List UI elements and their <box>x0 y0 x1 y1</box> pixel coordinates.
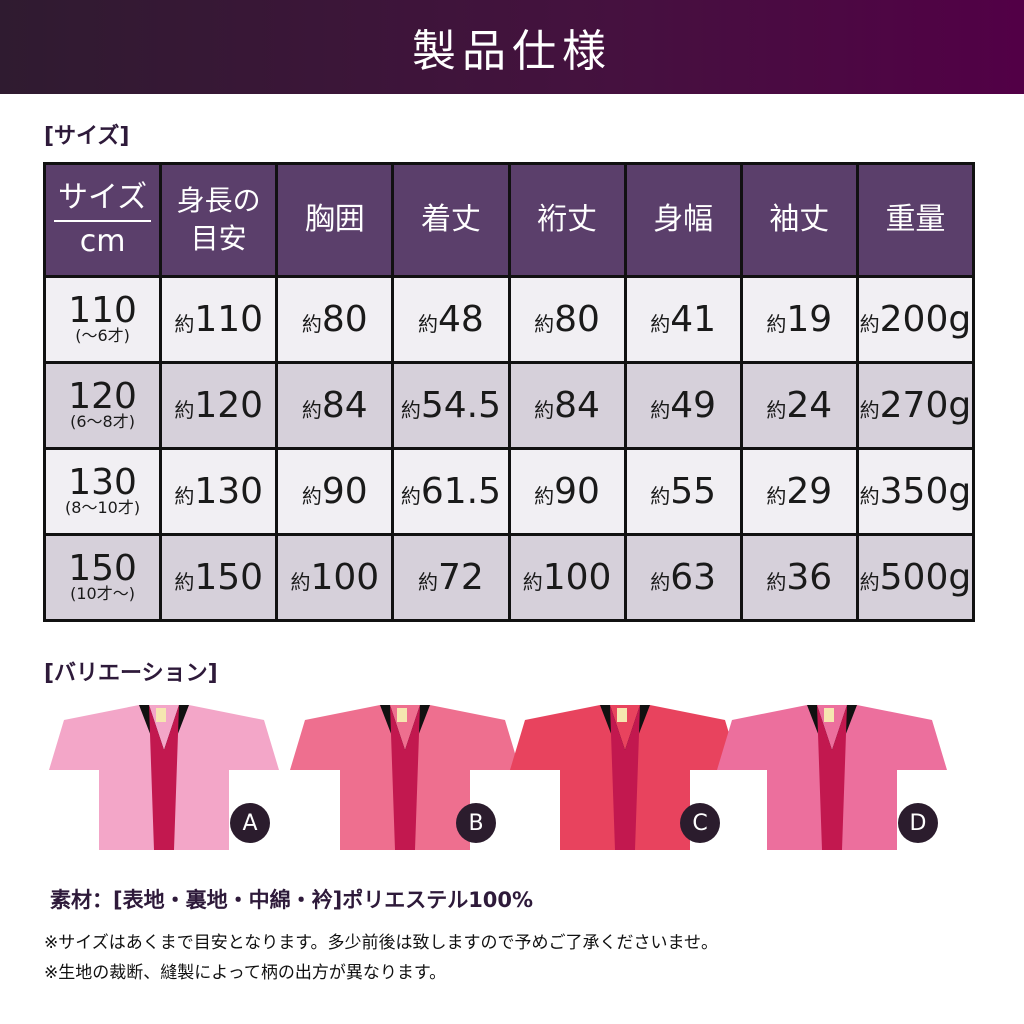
header-length: 着丈 <box>391 162 511 278</box>
header-chest: 胸囲 <box>275 162 395 278</box>
table-row: 150 (10才～) 約150 約100 約72 約100 約63 約36 約500g <box>42 533 976 622</box>
value-cell: 約100 <box>507 533 627 622</box>
note-2: ※生地の裁断、縫製によって柄の出方が異なります。 <box>44 963 447 983</box>
value-cell: 約61.5 <box>391 447 511 536</box>
value-cell: 約110 <box>159 275 279 364</box>
value-cell: 約120 <box>159 361 279 450</box>
header-weight: 重量 <box>855 162 976 278</box>
table-row: 110 (～6才) 約110 約80 約48 約80 約41 約19 約200g <box>42 275 976 364</box>
variation-section-label: [バリエーション] <box>44 661 218 686</box>
value-cell: 約80 <box>275 275 395 364</box>
value-cell: 約29 <box>739 447 859 536</box>
page-title: 製品仕様 <box>412 26 612 77</box>
value-cell: 約130 <box>159 447 279 536</box>
variation-badge-a: A <box>230 803 270 843</box>
value-cell: 約55 <box>623 447 743 536</box>
header-height: 身長の目安 <box>159 162 279 278</box>
value-cell: 約500g <box>855 533 976 622</box>
value-cell: 約270g <box>855 361 976 450</box>
value-cell: 約90 <box>507 447 627 536</box>
value-cell: 約350g <box>855 447 976 536</box>
value-cell: 約100 <box>275 533 395 622</box>
size-cell: 110 (～6才) <box>42 275 163 364</box>
header-yuki: 裄丈 <box>507 162 627 278</box>
material-text: 素材：[表地・裏地・中綿・衿]ポリエステル100% <box>50 888 534 912</box>
size-table: サイズ cm 身長の目安 胸囲 着丈 裄丈 身幅 袖丈 重量 110 (～6才) 約1… <box>42 162 976 622</box>
jacket-image-d <box>712 700 952 860</box>
header-width: 身幅 <box>623 162 743 278</box>
header-size: サイズ cm <box>42 162 163 278</box>
jacket-image-a <box>44 700 284 860</box>
value-cell: 約49 <box>623 361 743 450</box>
size-cell: 120 (6～8才) <box>42 361 163 450</box>
value-cell: 約41 <box>623 275 743 364</box>
variation-badge-b: B <box>456 803 496 843</box>
value-cell: 約48 <box>391 275 511 364</box>
value-cell: 約19 <box>739 275 859 364</box>
size-section-label: [サイズ] <box>44 124 130 149</box>
variation-badge-d: D <box>898 803 938 843</box>
value-cell: 約54.5 <box>391 361 511 450</box>
value-cell: 約72 <box>391 533 511 622</box>
value-cell: 約84 <box>507 361 627 450</box>
note-1: ※サイズはあくまで目安となります。多少前後は致しますので予めご了承くださいませ。 <box>44 933 719 953</box>
value-cell: 約84 <box>275 361 395 450</box>
value-cell: 約90 <box>275 447 395 536</box>
table-row: 130 (8～10才) 約130 約90 約61.5 約90 約55 約29 約350g <box>42 447 976 536</box>
table-row: 120 (6～8才) 約120 約84 約54.5 約84 約49 約24 約270g <box>42 361 976 450</box>
header-sleeve: 袖丈 <box>739 162 859 278</box>
value-cell: 約200g <box>855 275 976 364</box>
value-cell: 約63 <box>623 533 743 622</box>
size-cell: 150 (10才～) <box>42 533 163 622</box>
header-banner: 製品仕様 <box>0 0 1024 94</box>
value-cell: 約24 <box>739 361 859 450</box>
value-cell: 約150 <box>159 533 279 622</box>
variation-badge-c: C <box>680 803 720 843</box>
value-cell: 約36 <box>739 533 859 622</box>
table-header-row: サイズ cm 身長の目安 胸囲 着丈 裄丈 身幅 袖丈 重量 <box>42 162 976 278</box>
size-cell: 130 (8～10才) <box>42 447 163 536</box>
value-cell: 約80 <box>507 275 627 364</box>
